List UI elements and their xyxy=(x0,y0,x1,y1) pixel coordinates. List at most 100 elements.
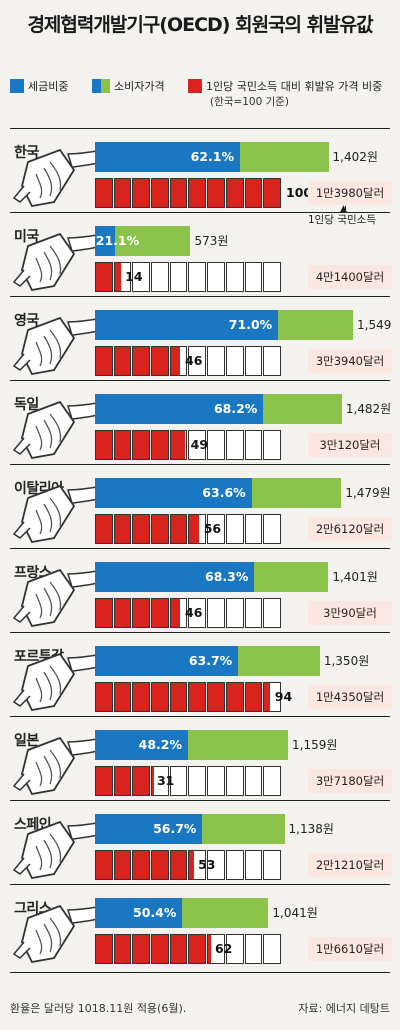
fuel-nozzle-icon xyxy=(12,400,100,460)
income-ratio-fill xyxy=(133,599,150,627)
consumer-price-label: 1,482원 xyxy=(345,402,392,416)
income-ratio-box xyxy=(263,766,281,796)
income-ratio-fill xyxy=(208,179,224,207)
income-ratio-box xyxy=(169,346,188,376)
country-label: 미국 xyxy=(14,229,39,245)
income-ratio-fill xyxy=(114,347,131,375)
income-ratio-box xyxy=(169,598,188,628)
income-ratio-box xyxy=(225,682,244,712)
income-ratio-label: 100 xyxy=(286,185,313,200)
income-ratio-fill xyxy=(152,431,168,459)
income-ratio-fill xyxy=(245,179,262,207)
income-ratio-fill xyxy=(170,599,181,627)
income-ratio-label: 53 xyxy=(198,857,216,872)
legend-consumer-swatch-2 xyxy=(101,79,110,93)
income-ratio-fill xyxy=(96,263,112,291)
income-ratio-box xyxy=(263,262,281,292)
income-ratio-box xyxy=(95,934,113,964)
income-ratio-fill xyxy=(170,515,187,543)
income-ratio-box xyxy=(244,346,263,376)
income-ratio-box xyxy=(113,682,132,712)
row-divider xyxy=(10,800,390,801)
income-ratio-fill xyxy=(133,935,150,963)
income-ratio-box xyxy=(169,514,188,544)
income-ratio-box xyxy=(225,178,244,208)
income-ratio-fill xyxy=(152,179,168,207)
income-ratio-box xyxy=(263,682,281,712)
row-divider xyxy=(10,632,390,633)
fuel-nozzle-icon xyxy=(12,736,100,796)
income-ratio-box xyxy=(95,766,113,796)
reference-arrow-icon: ▲ xyxy=(340,204,347,214)
income-ratio-boxes xyxy=(95,430,282,460)
tax-share-label: 68.2% xyxy=(213,401,258,416)
income-ratio-label: 14 xyxy=(125,269,143,284)
tax-share-label: 63.6% xyxy=(202,485,246,500)
income-ratio-box xyxy=(207,766,225,796)
income-ratio-fill xyxy=(170,431,185,459)
income-ratio-fill xyxy=(152,515,168,543)
fuel-nozzle-icon xyxy=(12,568,100,628)
tax-share-bar xyxy=(95,814,203,844)
income-ratio-fill xyxy=(189,935,206,963)
per-capita-income: 1만6610달러 xyxy=(308,937,392,961)
income-ratio-box xyxy=(113,850,132,880)
income-ratio-box xyxy=(113,178,132,208)
income-ratio-box xyxy=(244,262,263,292)
income-ratio-box xyxy=(244,766,263,796)
tax-share-label: 50.4% xyxy=(133,905,177,920)
country-label: 한국 xyxy=(14,145,39,161)
row-divider xyxy=(10,464,390,465)
per-capita-income: 1만3980달러 xyxy=(308,181,392,205)
income-ratio-box xyxy=(113,262,132,292)
income-ratio-box xyxy=(207,682,225,712)
income-ratio-fill xyxy=(96,179,112,207)
income-ratio-box xyxy=(151,598,169,628)
income-ratio-box xyxy=(225,346,244,376)
income-ratio-box xyxy=(95,346,113,376)
income-ratio-box xyxy=(207,262,225,292)
income-ratio-box xyxy=(169,766,188,796)
tax-share-label: 48.2% xyxy=(138,737,183,752)
income-ratio-box xyxy=(151,346,169,376)
consumer-price-bar xyxy=(240,142,329,172)
income-ratio-fill xyxy=(133,515,150,543)
income-ratio-box xyxy=(151,178,169,208)
income-ratio-fill xyxy=(96,599,112,627)
income-ratio-fill xyxy=(133,431,150,459)
income-ratio-fill xyxy=(170,179,187,207)
income-ratio-fill xyxy=(114,515,131,543)
income-ratio-fill xyxy=(96,935,112,963)
income-ratio-fill xyxy=(152,599,168,627)
reference-label: 1인당 국민소득 xyxy=(308,214,376,226)
legend-consumer-swatch xyxy=(92,79,101,93)
income-ratio-box xyxy=(225,934,244,964)
per-capita-income: 2만6120달러 xyxy=(308,517,392,541)
income-ratio-box xyxy=(151,430,169,460)
tax-share-label: 62.1% xyxy=(190,149,234,164)
tax-share-label: 56.7% xyxy=(153,821,197,836)
income-ratio-box xyxy=(151,766,169,796)
tax-share-bar xyxy=(95,898,183,928)
income-ratio-fill xyxy=(264,179,280,207)
income-ratio-box xyxy=(188,430,207,460)
tax-share-bar xyxy=(95,562,255,592)
income-ratio-box xyxy=(244,598,263,628)
fuel-nozzle-icon xyxy=(12,316,100,376)
per-capita-income: 3만3940달러 xyxy=(308,349,392,373)
income-ratio-box xyxy=(263,598,281,628)
income-ratio-fill xyxy=(114,431,131,459)
income-ratio-box xyxy=(169,262,188,292)
income-ratio-box xyxy=(225,262,244,292)
income-ratio-box xyxy=(132,346,151,376)
income-ratio-box xyxy=(263,850,281,880)
income-ratio-fill xyxy=(133,767,150,795)
income-ratio-box xyxy=(188,346,207,376)
income-ratio-box xyxy=(244,934,263,964)
income-ratio-box xyxy=(169,850,188,880)
tax-share-bar xyxy=(95,730,189,760)
income-ratio-box xyxy=(132,682,151,712)
consumer-price-bar xyxy=(254,562,329,592)
fuel-nozzle-icon xyxy=(12,484,100,544)
consumer-price-label: 1,402원 xyxy=(332,150,378,164)
